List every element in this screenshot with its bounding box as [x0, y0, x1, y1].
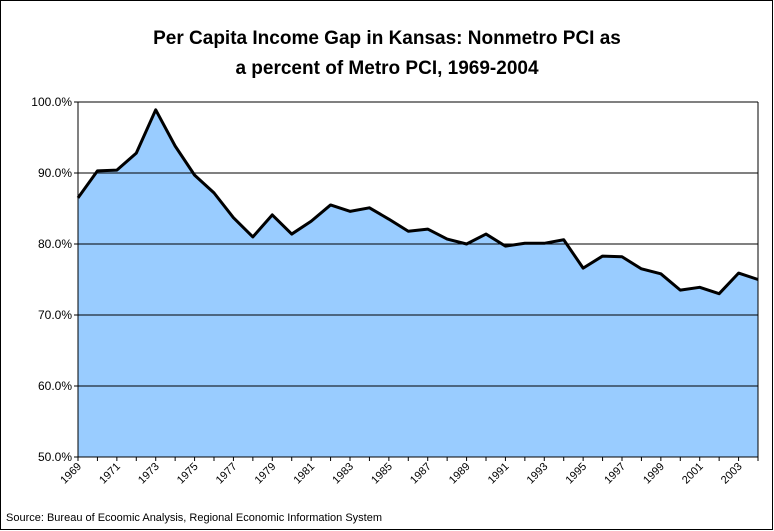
- y-tick-label: 50.0%: [38, 450, 72, 464]
- y-tick-label: 70.0%: [38, 308, 72, 322]
- chart-title: Per Capita Income Gap in Kansas: Nonmetr…: [153, 28, 621, 49]
- line: [76, 108, 759, 296]
- area: [78, 109, 758, 457]
- chart-title: a percent of Metro PCI, 1969-2004: [235, 58, 538, 79]
- y-tick-label: 90.0%: [38, 166, 72, 180]
- source-note: Source: Bureau of Ecoomic Analysis, Regi…: [6, 512, 382, 524]
- y-tick-label: 80.0%: [38, 237, 72, 251]
- y-tick-label: 100.0%: [31, 95, 72, 109]
- y-tick-label: 60.0%: [38, 379, 72, 393]
